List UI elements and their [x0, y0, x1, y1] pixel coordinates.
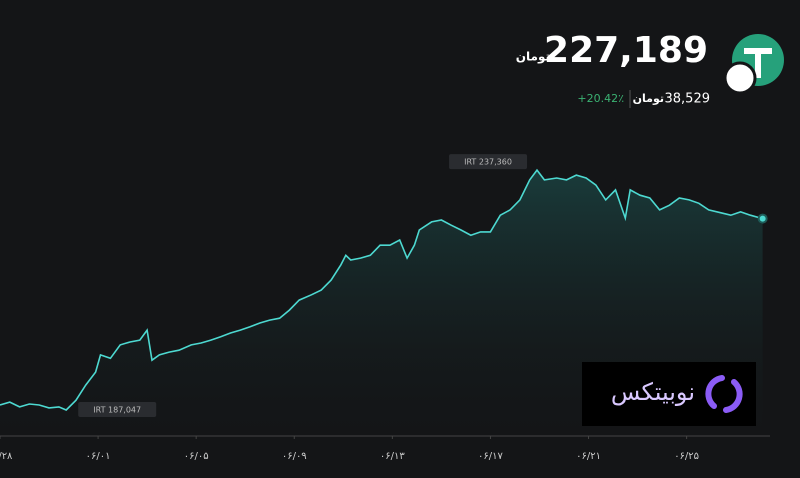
x-tick-label: ۰۶/۰۵ — [184, 451, 209, 462]
annotation: IRT 187,047 — [93, 406, 141, 415]
change: +20.42٪ — [577, 92, 624, 105]
x-tick-label: ۰۶/۲۵ — [674, 451, 699, 462]
coin-symbol — [744, 48, 772, 78]
logo-box — [582, 362, 756, 426]
usd-price: 38,529 — [665, 92, 711, 107]
annotation-box — [78, 402, 157, 418]
last-point — [757, 213, 768, 224]
area — [0, 170, 763, 436]
line — [0, 168, 763, 411]
annotation-box — [449, 154, 528, 170]
x-tick-label: ۰۵/۲۸ — [0, 451, 13, 462]
x-tick-label: ۰۶/۰۱ — [86, 451, 111, 462]
logo-text: نوبیتکس — [611, 378, 695, 406]
x-tick-label: ۰۶/۱۷ — [478, 451, 503, 462]
x-tick-label: ۰۶/۰۹ — [282, 451, 307, 462]
price: 227,189 — [544, 30, 708, 71]
price-unit: تومان — [516, 50, 550, 65]
plot: ۰۵/۲۸ ۰۶/۰۱ ۰۶/۰۵ ۰۶/۰۹ ۰۶/۱۳ ۰۶/۱۷ ۰۶/۲۱ ۰۶/۲۵… — [0, 154, 768, 462]
annotation: IRT 237,360 — [464, 158, 512, 167]
logo-icon — [705, 375, 743, 413]
x-tick-label: ۰۶/۱۳ — [380, 451, 405, 462]
toman-icon — [723, 61, 757, 95]
x-tick-label: ۰۶/۲۱ — [576, 451, 601, 462]
usd-unit: تومان — [633, 92, 664, 105]
